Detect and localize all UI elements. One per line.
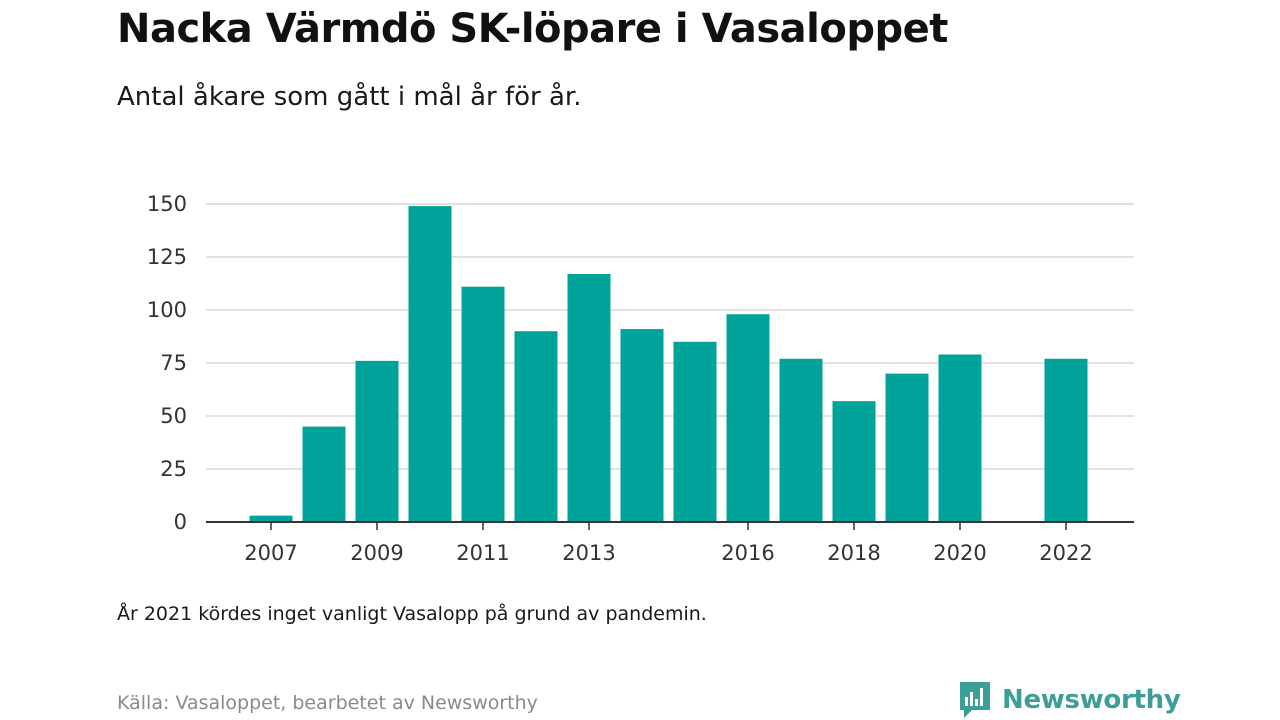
bar: [408, 206, 452, 522]
x-tick-label: 2011: [456, 541, 509, 565]
y-tick-label: 50: [160, 404, 187, 428]
y-tick-label: 125: [147, 245, 187, 269]
bar: [885, 373, 929, 522]
bar: [832, 401, 876, 522]
bar: [302, 426, 346, 522]
chart-note: År 2021 kördes inget vanligt Vasalopp på…: [117, 603, 707, 625]
x-tick-label: 2007: [244, 541, 297, 565]
bar: [514, 331, 558, 522]
bar: [938, 354, 982, 522]
x-tick-label: 2009: [350, 541, 403, 565]
newsworthy-logo: Newsworthy: [958, 680, 1181, 720]
brand-name: Newsworthy: [1002, 685, 1181, 715]
newsworthy-logo-icon: [960, 682, 990, 718]
chart-title: Nacka Värmdö SK-löpare i Vasaloppet: [117, 6, 948, 52]
bar: [726, 314, 770, 522]
bar: [567, 273, 611, 522]
y-tick-label: 0: [174, 510, 187, 534]
chart-subtitle: Antal åkare som gått i mål år för år.: [117, 82, 582, 112]
y-tick-label: 25: [160, 457, 187, 481]
x-tick-label: 2022: [1039, 541, 1092, 565]
bar: [1044, 358, 1088, 522]
bar: [620, 329, 664, 522]
x-tick-label: 2016: [721, 541, 774, 565]
y-tick-label: 100: [147, 298, 187, 322]
bar: [249, 515, 293, 522]
x-tick-label: 2018: [827, 541, 880, 565]
y-tick-label: 150: [147, 192, 187, 216]
bar: [673, 341, 717, 522]
bar: [779, 358, 823, 522]
bar: [355, 360, 399, 522]
x-tick-label: 2013: [562, 541, 615, 565]
bars: [249, 206, 1088, 522]
source-credit: Källa: Vasaloppet, bearbetet av Newswort…: [117, 692, 538, 714]
y-tick-label: 75: [160, 351, 187, 375]
axes: 0 25 50 75 100 125 150 2007 2009 2011 2013 2016 2018…: [147, 192, 1134, 565]
bar: [461, 286, 505, 522]
x-tick-label: 2020: [933, 541, 986, 565]
